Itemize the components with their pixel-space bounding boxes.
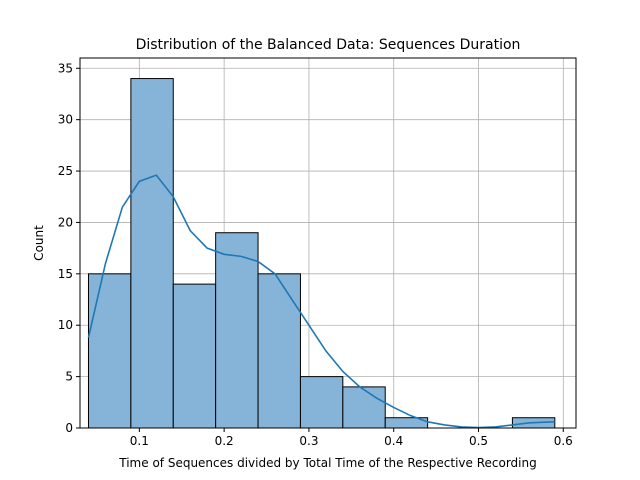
histogram-bar-4 [257, 273, 301, 429]
x-tick-label-0: 0.1 [130, 434, 149, 448]
x-tick-label-2: 0.3 [299, 434, 318, 448]
x-axis-label: Time of Sequences divided by Total Time … [118, 456, 536, 470]
y-tick-label-6: 30 [58, 113, 73, 127]
histogram-bar-2 [172, 283, 217, 429]
histogram-bar-5 [299, 376, 344, 429]
y-tick-label-4: 20 [58, 215, 73, 229]
x-tick-label-5: 0.6 [554, 434, 573, 448]
y-tick-label-0: 0 [65, 421, 73, 435]
x-tick-label-4: 0.5 [469, 434, 488, 448]
y-axis-ticks: 0 5 10 15 20 25 30 35 [58, 61, 80, 435]
y-tick-label-7: 35 [58, 61, 73, 75]
histogram-bar-3 [215, 232, 259, 429]
plot-frame [79, 57, 577, 429]
histogram-bars [87, 78, 556, 429]
y-tick-label-5: 25 [58, 164, 73, 178]
x-tick-label-1: 0.2 [215, 434, 234, 448]
histogram-bar-1 [130, 78, 174, 429]
y-tick-label-2: 10 [58, 318, 73, 332]
x-tick-label-3: 0.4 [384, 434, 403, 448]
histogram-bar-0 [87, 273, 132, 429]
y-tick-label-3: 15 [58, 267, 73, 281]
y-tick-label-1: 5 [65, 370, 73, 384]
kde-curve [87, 174, 555, 429]
histogram-bar-6 [342, 386, 386, 429]
chart-title: Distribution of the Balanced Data: Seque… [136, 37, 521, 53]
x-axis-ticks: 0.1 0.2 0.3 0.4 0.5 0.6 [130, 428, 573, 448]
kde-curve-group [87, 174, 555, 429]
y-axis-label: Count [32, 225, 46, 261]
